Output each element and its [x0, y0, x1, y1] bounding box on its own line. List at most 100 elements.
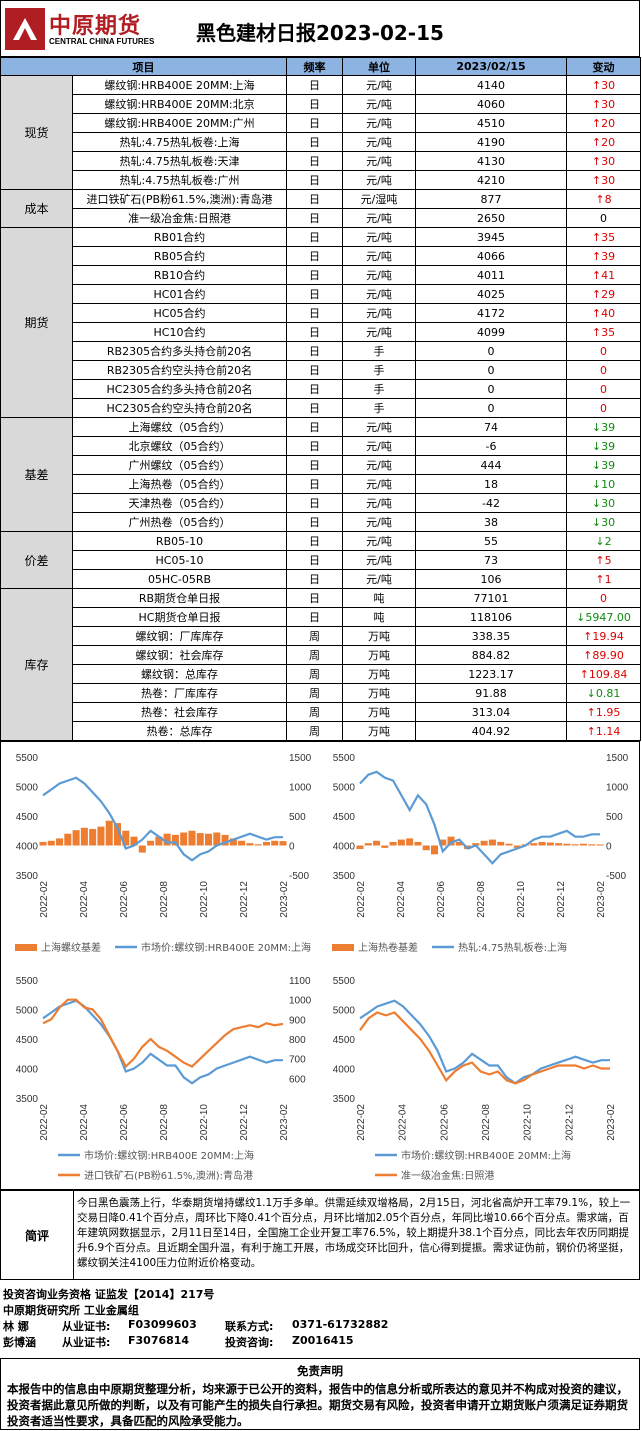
change-value: 20	[601, 135, 616, 149]
unit-cell: 万吨	[342, 626, 416, 646]
arrow-up-icon: ↑	[583, 629, 593, 643]
change-cell: ↓30	[566, 493, 641, 513]
unit-cell: 元/吨	[342, 531, 416, 551]
x-tick: 2022-12	[239, 881, 250, 918]
table-header-row: 项目 频率 单位 2023/02/15 变动	[0, 57, 641, 76]
legend-swatch	[15, 944, 37, 951]
series-line	[359, 1011, 610, 1085]
value-cell: 4099	[415, 322, 567, 342]
category-cell: 库存	[0, 588, 73, 741]
area-bar	[213, 832, 221, 846]
y-right-tick: 0	[606, 842, 612, 853]
value-cell: 884.82	[415, 645, 567, 665]
area-bar	[422, 845, 430, 851]
item-cell: 进口铁矿石(PB粉61.5%,澳洲):青岛港	[72, 189, 287, 209]
y-right-tick: 1500	[606, 753, 629, 764]
legend-label: 热轧:4.75热轧板卷:上海	[458, 941, 567, 954]
change-value: 0	[600, 344, 607, 358]
unit-cell: 元/吨	[342, 569, 416, 589]
item-cell: RB10合约	[72, 265, 287, 285]
value-cell: 4190	[415, 132, 567, 152]
logo-cn-text: 中原期货	[49, 13, 142, 39]
value-cell: 77101	[415, 588, 567, 608]
legend-label: 上海热卷基差	[358, 941, 418, 954]
item-cell: RB05合约	[72, 246, 287, 266]
freq-cell: 日	[286, 341, 343, 361]
y-left-tick: 3500	[333, 871, 356, 882]
y-left-tick: 4500	[16, 1035, 39, 1046]
arrow-up-icon: ↑	[591, 287, 602, 301]
freq-cell: 日	[286, 246, 343, 266]
change-value: 39	[601, 458, 616, 472]
item-cell: RB05-10	[72, 531, 287, 551]
table-row: 热卷：厂库库存周万吨 91.88 ↓0.81	[1, 683, 641, 703]
y-left-tick: 4000	[16, 1065, 39, 1076]
item-cell: 热轧:4.75热轧板卷:广州	[72, 170, 287, 190]
y-left-tick: 5000	[333, 1006, 356, 1017]
unit-cell: 元/吨	[342, 455, 416, 475]
unit-cell: 元/吨	[342, 75, 416, 95]
change-cell: ↓39	[566, 455, 641, 475]
series-line	[42, 776, 283, 862]
item-cell: 螺纹钢：总库存	[72, 664, 287, 684]
area-bar	[221, 834, 229, 846]
unit-cell: 手	[342, 360, 416, 380]
consult-number: Z0016415	[292, 1334, 354, 1347]
value-cell: 313.04	[415, 702, 567, 722]
area-bar	[262, 841, 270, 846]
unit-cell: 元/吨	[342, 303, 416, 323]
y-left-tick: 5500	[16, 753, 39, 764]
change-cell: ↓2	[566, 531, 641, 551]
y-left-tick: 3500	[16, 1094, 39, 1105]
freq-cell: 日	[286, 170, 343, 190]
chart-hrc-basis: 3500 4000 4500 5000 5500 -500 0 500 1000 1500 2022…	[320, 745, 635, 965]
y-right-tick: 500	[606, 812, 623, 823]
item-cell: 天津热卷（05合约）	[72, 493, 287, 513]
table-row: 广州热卷（05合约）日元/吨 38 ↓30	[1, 512, 641, 532]
y-left-tick: 5500	[333, 753, 356, 764]
change-value: 39	[601, 420, 616, 434]
area-bar	[97, 826, 105, 846]
value-cell: 4130	[415, 151, 567, 171]
arrow-up-icon: ↑	[591, 116, 602, 130]
y-left-tick: 3500	[16, 871, 39, 882]
comment-label: 简评	[1, 1191, 74, 1279]
change-cell: ↑5	[566, 550, 641, 570]
category-cell: 现货	[0, 75, 73, 190]
unit-cell: 元/吨	[342, 227, 416, 247]
y-right-tick: -500	[606, 871, 626, 882]
change-value: 39	[601, 249, 616, 263]
value-cell: 0	[415, 379, 567, 399]
item-cell: 热卷：总库存	[72, 721, 287, 741]
area-bar	[563, 843, 571, 846]
change-value: 1.14	[595, 724, 621, 738]
market-comment: 简评 今日黑色震荡上行，华泰期货增持螺纹1.1万手多单。供需延续双增格局，2月1…	[0, 1190, 640, 1280]
arrow-down-icon: ↓	[591, 477, 602, 491]
value-cell: 73	[415, 550, 567, 570]
change-cell: ↓10	[566, 474, 641, 494]
chart-rebar-ore: 3500 4000 4500 5000 5500 600 700 800 900 1000 1100…	[3, 968, 318, 1188]
table-row: 05HC-05RB 日元/吨 106 ↑1	[1, 569, 641, 589]
area-bar	[254, 844, 262, 846]
area-bar	[397, 839, 405, 846]
y-left-tick: 5500	[16, 976, 39, 987]
freq-cell: 周	[286, 664, 343, 684]
area-bar	[571, 844, 579, 846]
change-value: 1	[604, 572, 612, 586]
table-row: HC期货仓单日报日吨 118106 ↓5947.00	[1, 607, 641, 627]
item-cell: HC期货仓单日报	[72, 607, 287, 627]
value-cell: 106	[415, 569, 567, 589]
item-cell: 螺纹钢：厂库库存	[72, 626, 287, 646]
table-row: 热轧:4.75热轧板卷:广州日元/吨 4210 ↑30	[1, 170, 641, 190]
y-right-tick: 900	[289, 1015, 306, 1026]
table-row: 期货 RB01合约日元/吨 3945 ↑35	[0, 227, 641, 418]
area-bar	[80, 827, 88, 846]
value-cell: 877	[415, 189, 567, 209]
value-cell: 338.35	[415, 626, 567, 646]
arrow-up-icon: ↑	[586, 724, 596, 738]
change-value: 0.81	[595, 686, 621, 700]
area-bar	[205, 833, 213, 846]
arrow-down-icon: ↓	[591, 458, 602, 472]
change-cell: ↑35	[566, 322, 641, 342]
item-cell: 热轧:4.75热轧板卷:上海	[72, 132, 287, 152]
